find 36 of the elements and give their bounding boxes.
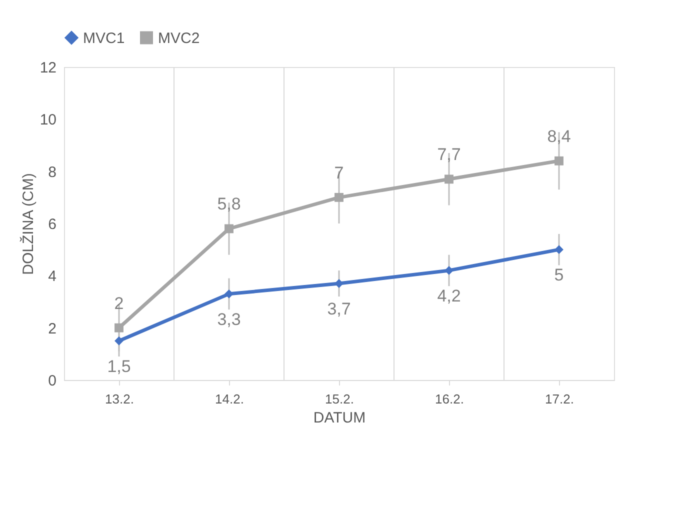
- point: [444, 266, 454, 275]
- y-tick-label: 2: [48, 320, 56, 338]
- data-label: 2: [114, 294, 124, 313]
- data-label: 7: [334, 163, 344, 182]
- x-tick-label: 16.2.: [435, 392, 464, 406]
- data-label: 4,2: [437, 286, 461, 306]
- data-label: 5: [554, 266, 564, 285]
- x-tick-label: 14.2.: [215, 392, 244, 406]
- data-label: 7,7: [437, 145, 461, 164]
- point: [224, 224, 234, 234]
- legend-label: MVC1: [83, 30, 125, 47]
- point: [114, 336, 124, 346]
- legend-label: MVC2: [158, 30, 200, 47]
- x-tick-label: 13.2.: [105, 392, 134, 406]
- y-tick-label: 4: [48, 268, 56, 286]
- point: [114, 323, 124, 332]
- point: [334, 279, 344, 288]
- data-label: 3,3: [217, 310, 241, 329]
- y-tick-label: 8: [48, 164, 56, 181]
- data-label: 3,7: [327, 299, 351, 318]
- x-tick-label: 17.2.: [545, 392, 574, 406]
- point: [444, 174, 454, 184]
- y-tick-label: 12: [40, 60, 56, 76]
- point: [334, 192, 344, 202]
- data-label: 8,4: [547, 126, 571, 146]
- y-axis-title: DOLŽINA (CM): [18, 173, 37, 275]
- point: [554, 245, 564, 254]
- y-tick-label: 10: [40, 112, 56, 129]
- data-label: 1,5: [107, 356, 131, 376]
- point: [554, 156, 564, 166]
- point: [224, 289, 234, 298]
- y-tick-label: 6: [48, 216, 56, 233]
- x-tick-label: 15.2.: [325, 392, 354, 406]
- x-axis-title: DATUM: [313, 410, 366, 426]
- data-label: 5,8: [217, 194, 241, 214]
- y-tick-label: 0: [48, 372, 56, 390]
